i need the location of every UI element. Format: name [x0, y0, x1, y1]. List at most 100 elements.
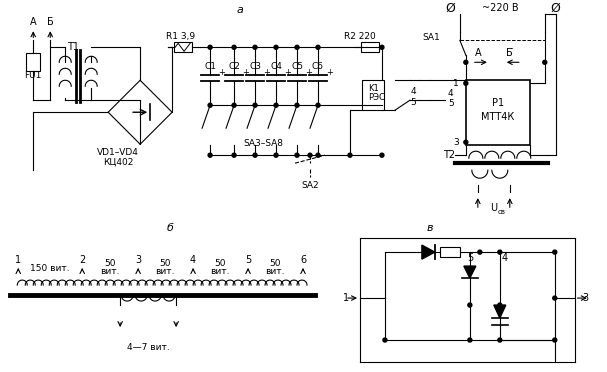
Text: 1: 1: [343, 293, 349, 303]
Polygon shape: [464, 266, 476, 278]
Text: 50: 50: [270, 259, 281, 267]
Text: 4: 4: [190, 255, 196, 265]
Circle shape: [308, 153, 312, 157]
Bar: [440, 247, 460, 257]
Circle shape: [274, 45, 278, 49]
Text: вит.: вит.: [265, 267, 285, 276]
Text: FU1: FU1: [24, 71, 42, 80]
Circle shape: [498, 303, 502, 307]
Text: 5: 5: [245, 255, 251, 265]
Circle shape: [468, 303, 472, 307]
Text: R2 220: R2 220: [344, 32, 376, 41]
Text: Т2: Т2: [443, 150, 455, 160]
Text: 5: 5: [410, 98, 416, 107]
Circle shape: [553, 250, 557, 254]
Text: 3: 3: [135, 255, 141, 265]
Circle shape: [253, 45, 257, 49]
Circle shape: [464, 140, 468, 144]
Circle shape: [498, 338, 502, 342]
Text: св: св: [498, 209, 506, 215]
Text: ~220 В: ~220 В: [481, 3, 518, 13]
Text: 50: 50: [160, 259, 171, 267]
Text: 3: 3: [453, 138, 459, 147]
Circle shape: [253, 103, 257, 107]
Circle shape: [232, 153, 236, 157]
Polygon shape: [494, 305, 506, 318]
Text: б: б: [167, 223, 174, 233]
Circle shape: [553, 296, 557, 300]
Text: 150 вит.: 150 вит.: [30, 264, 70, 273]
Text: 6: 6: [300, 255, 306, 265]
Text: вит.: вит.: [211, 267, 230, 276]
Text: Т1: Т1: [67, 42, 79, 52]
Text: +: +: [243, 68, 249, 77]
Circle shape: [464, 60, 468, 64]
Circle shape: [232, 45, 236, 49]
Text: SA3–SA8: SA3–SA8: [243, 139, 283, 148]
Text: Б̅: Б̅: [506, 48, 513, 58]
Text: МТТ4К: МТТ4К: [481, 112, 515, 122]
Text: +: +: [219, 68, 226, 77]
Text: C1: C1: [204, 62, 216, 71]
Circle shape: [295, 103, 299, 107]
Circle shape: [468, 338, 472, 342]
Text: VD1–VD4: VD1–VD4: [97, 148, 139, 157]
Text: КЦ402: КЦ402: [103, 158, 134, 167]
Text: 4—7 вит.: 4—7 вит.: [127, 343, 169, 352]
Bar: [361, 42, 379, 52]
Text: Р1: Р1: [492, 98, 504, 108]
Circle shape: [208, 103, 212, 107]
Circle shape: [295, 45, 299, 49]
Text: 2: 2: [79, 255, 86, 265]
Text: 5: 5: [467, 253, 473, 263]
Bar: [174, 42, 192, 52]
Text: C2: C2: [228, 62, 240, 71]
Circle shape: [498, 250, 502, 254]
Text: 4: 4: [502, 253, 508, 263]
Text: U: U: [490, 203, 497, 213]
Circle shape: [543, 60, 547, 64]
Circle shape: [478, 250, 482, 254]
Text: 3: 3: [583, 293, 589, 303]
Circle shape: [316, 45, 320, 49]
Circle shape: [295, 153, 299, 157]
Text: вит.: вит.: [100, 267, 120, 276]
Text: А: А: [475, 48, 481, 58]
Circle shape: [253, 153, 257, 157]
Circle shape: [208, 153, 212, 157]
Circle shape: [383, 338, 387, 342]
Text: 4: 4: [410, 87, 416, 96]
Text: 5: 5: [448, 99, 453, 108]
Text: +: +: [285, 68, 291, 77]
Circle shape: [208, 45, 212, 49]
Text: в: в: [427, 223, 433, 233]
Circle shape: [380, 153, 384, 157]
Text: C6: C6: [312, 62, 324, 71]
Circle shape: [380, 45, 384, 49]
Text: Ø: Ø: [445, 2, 455, 15]
Bar: [26, 53, 40, 71]
Text: R1 3,9: R1 3,9: [166, 32, 195, 41]
Text: 50: 50: [104, 259, 116, 267]
Text: Б: Б: [47, 17, 53, 27]
Text: K1: K1: [368, 84, 379, 93]
Circle shape: [274, 103, 278, 107]
Text: C5: C5: [291, 62, 303, 71]
Circle shape: [348, 153, 352, 157]
Text: +: +: [327, 68, 333, 77]
Text: 4: 4: [448, 89, 453, 98]
Circle shape: [464, 81, 468, 85]
Text: 50: 50: [214, 259, 226, 267]
Polygon shape: [422, 245, 435, 259]
Circle shape: [553, 338, 557, 342]
Bar: [362, 80, 384, 110]
Text: C3: C3: [249, 62, 261, 71]
Text: 1: 1: [453, 79, 459, 88]
Text: а: а: [237, 5, 243, 15]
Text: SA2: SA2: [301, 181, 319, 190]
Text: C4: C4: [270, 62, 282, 71]
Bar: [466, 80, 530, 145]
Circle shape: [274, 153, 278, 157]
Text: SA1: SA1: [422, 33, 440, 42]
Text: А: А: [30, 17, 36, 27]
